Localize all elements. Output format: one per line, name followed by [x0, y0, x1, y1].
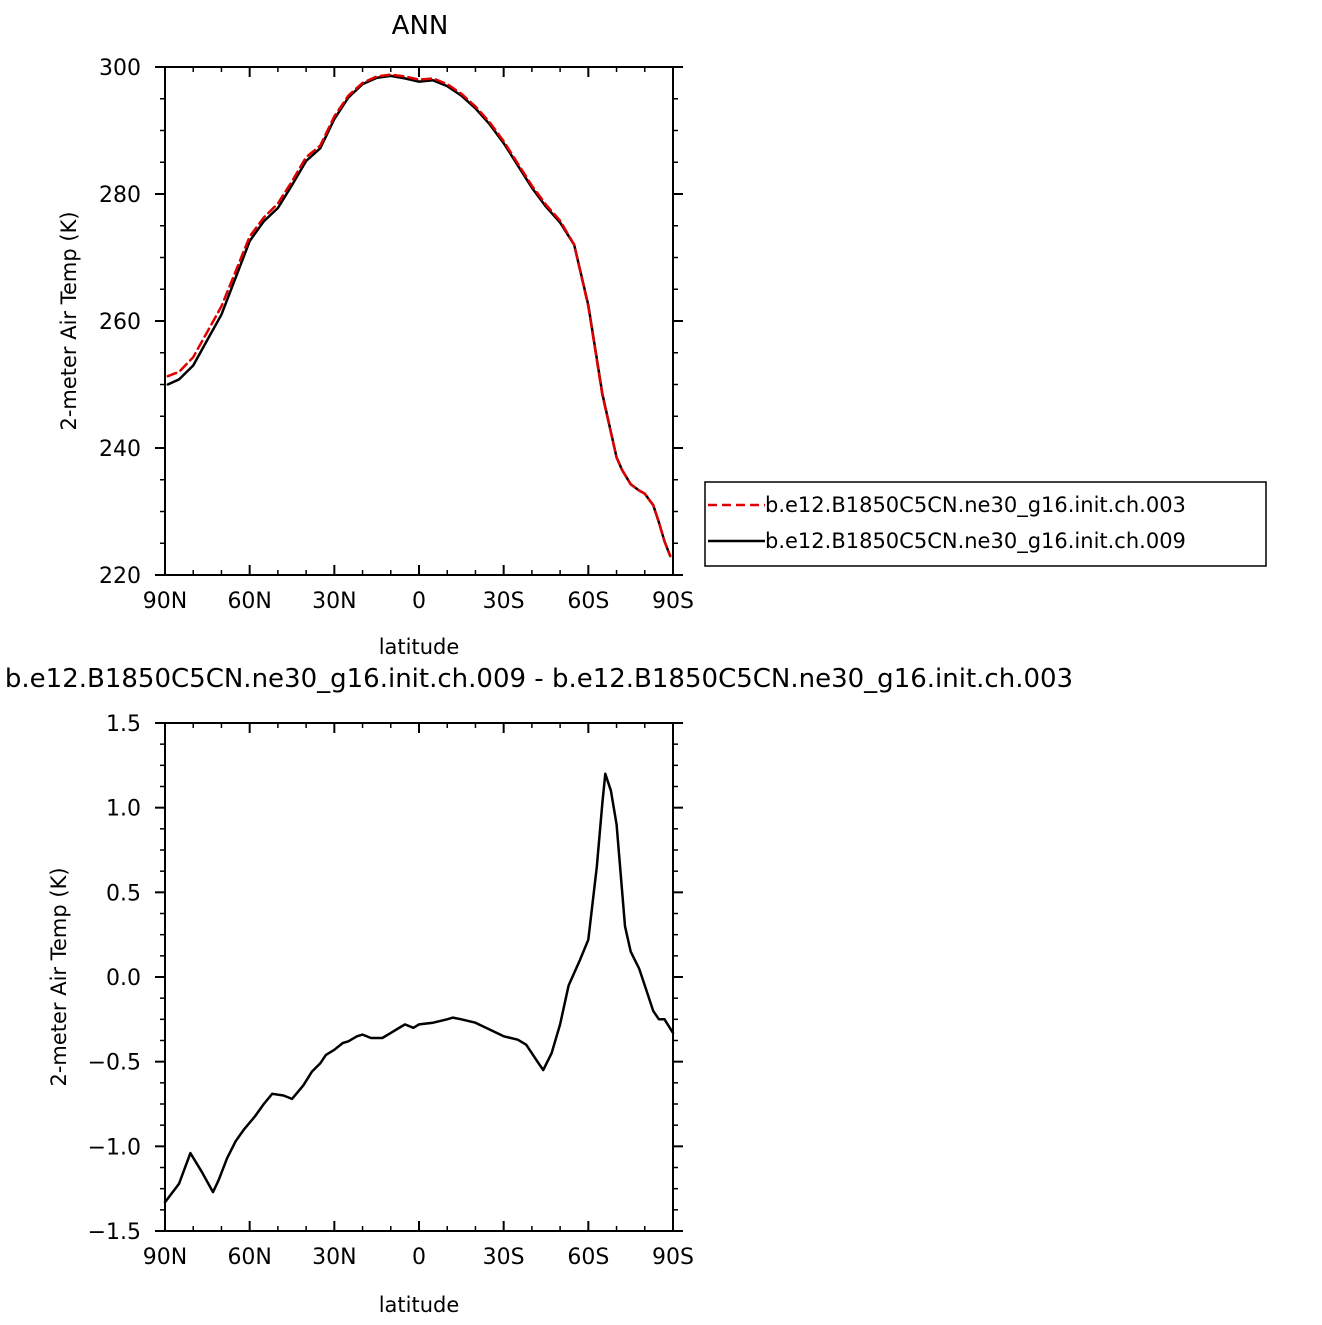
legend-box — [704, 481, 1267, 567]
bottom-y-tick-label: −1.0 — [88, 1135, 141, 1160]
bottom-x-tick-label: 90N — [143, 1245, 187, 1270]
top-x-tick-label: 60S — [567, 589, 609, 614]
bottom-y-tick-label: −0.5 — [88, 1051, 141, 1076]
bottom-series-line-1 — [163, 772, 675, 1204]
bottom-x-tick-label: 60S — [567, 1245, 609, 1270]
top-x-tick-label: 0 — [412, 589, 426, 614]
bottom-chart-title: b.e12.B1850C5CN.ne30_g16.init.ch.009 - b… — [5, 664, 1073, 694]
bottom-y-tick-label: −1.5 — [88, 1220, 141, 1245]
bottom-x-axis-label: latitude — [379, 1293, 460, 1317]
top-y-tick-label: 280 — [99, 183, 141, 208]
bottom-y-tick-label: 0.0 — [106, 966, 141, 991]
top-chart-title: ANN — [392, 11, 449, 41]
top-y-tick-label: 300 — [99, 56, 141, 81]
bottom-x-tick-label: 90S — [652, 1245, 694, 1270]
bottom-y-axis-label: 2-meter Air Temp (K) — [47, 867, 71, 1086]
top-series-line-2 — [166, 74, 672, 558]
bottom-x-tick-label: 30N — [312, 1245, 356, 1270]
bottom-y-tick-label: 1.0 — [106, 797, 141, 822]
top-y-axis-label: 2-meter Air Temp (K) — [57, 211, 81, 430]
top-y-tick-label: 220 — [99, 564, 141, 589]
bottom-x-tick-label: 30S — [483, 1245, 525, 1270]
bottom-y-tick-label: 1.5 — [106, 712, 141, 737]
top-x-tick-label: 90S — [652, 589, 694, 614]
bottom-y-tick-label: 0.5 — [106, 881, 141, 906]
top-series-line-1 — [166, 73, 672, 558]
bottom-x-tick-label: 0 — [412, 1245, 426, 1270]
bottom-plot-frame — [164, 722, 674, 1232]
legend-label-series-009: b.e12.B1850C5CN.ne30_g16.init.ch.009 — [765, 529, 1186, 554]
top-x-tick-label: 30N — [312, 589, 356, 614]
top-line-chart: ANN 90N 60N 30N 0 30S 60S 90S 220 240 260 280 300 l… — [57, 11, 1267, 659]
top-y-tick-label: 260 — [99, 310, 141, 335]
top-x-tick-label: 60N — [227, 589, 271, 614]
legend: b.e12.B1850C5CN.ne30_g16.init.ch.003 b.e… — [704, 481, 1267, 567]
top-x-axis-label: latitude — [379, 635, 460, 659]
top-plot-frame — [164, 66, 674, 576]
legend-label-series-003: b.e12.B1850C5CN.ne30_g16.init.ch.003 — [765, 493, 1186, 518]
bottom-difference-chart: b.e12.B1850C5CN.ne30_g16.init.ch.009 - b… — [5, 664, 1073, 1317]
bottom-x-tick-label: 60N — [227, 1245, 271, 1270]
top-x-tick-label: 90N — [143, 589, 187, 614]
top-y-tick-label: 240 — [99, 437, 141, 462]
top-x-tick-label: 30S — [483, 589, 525, 614]
